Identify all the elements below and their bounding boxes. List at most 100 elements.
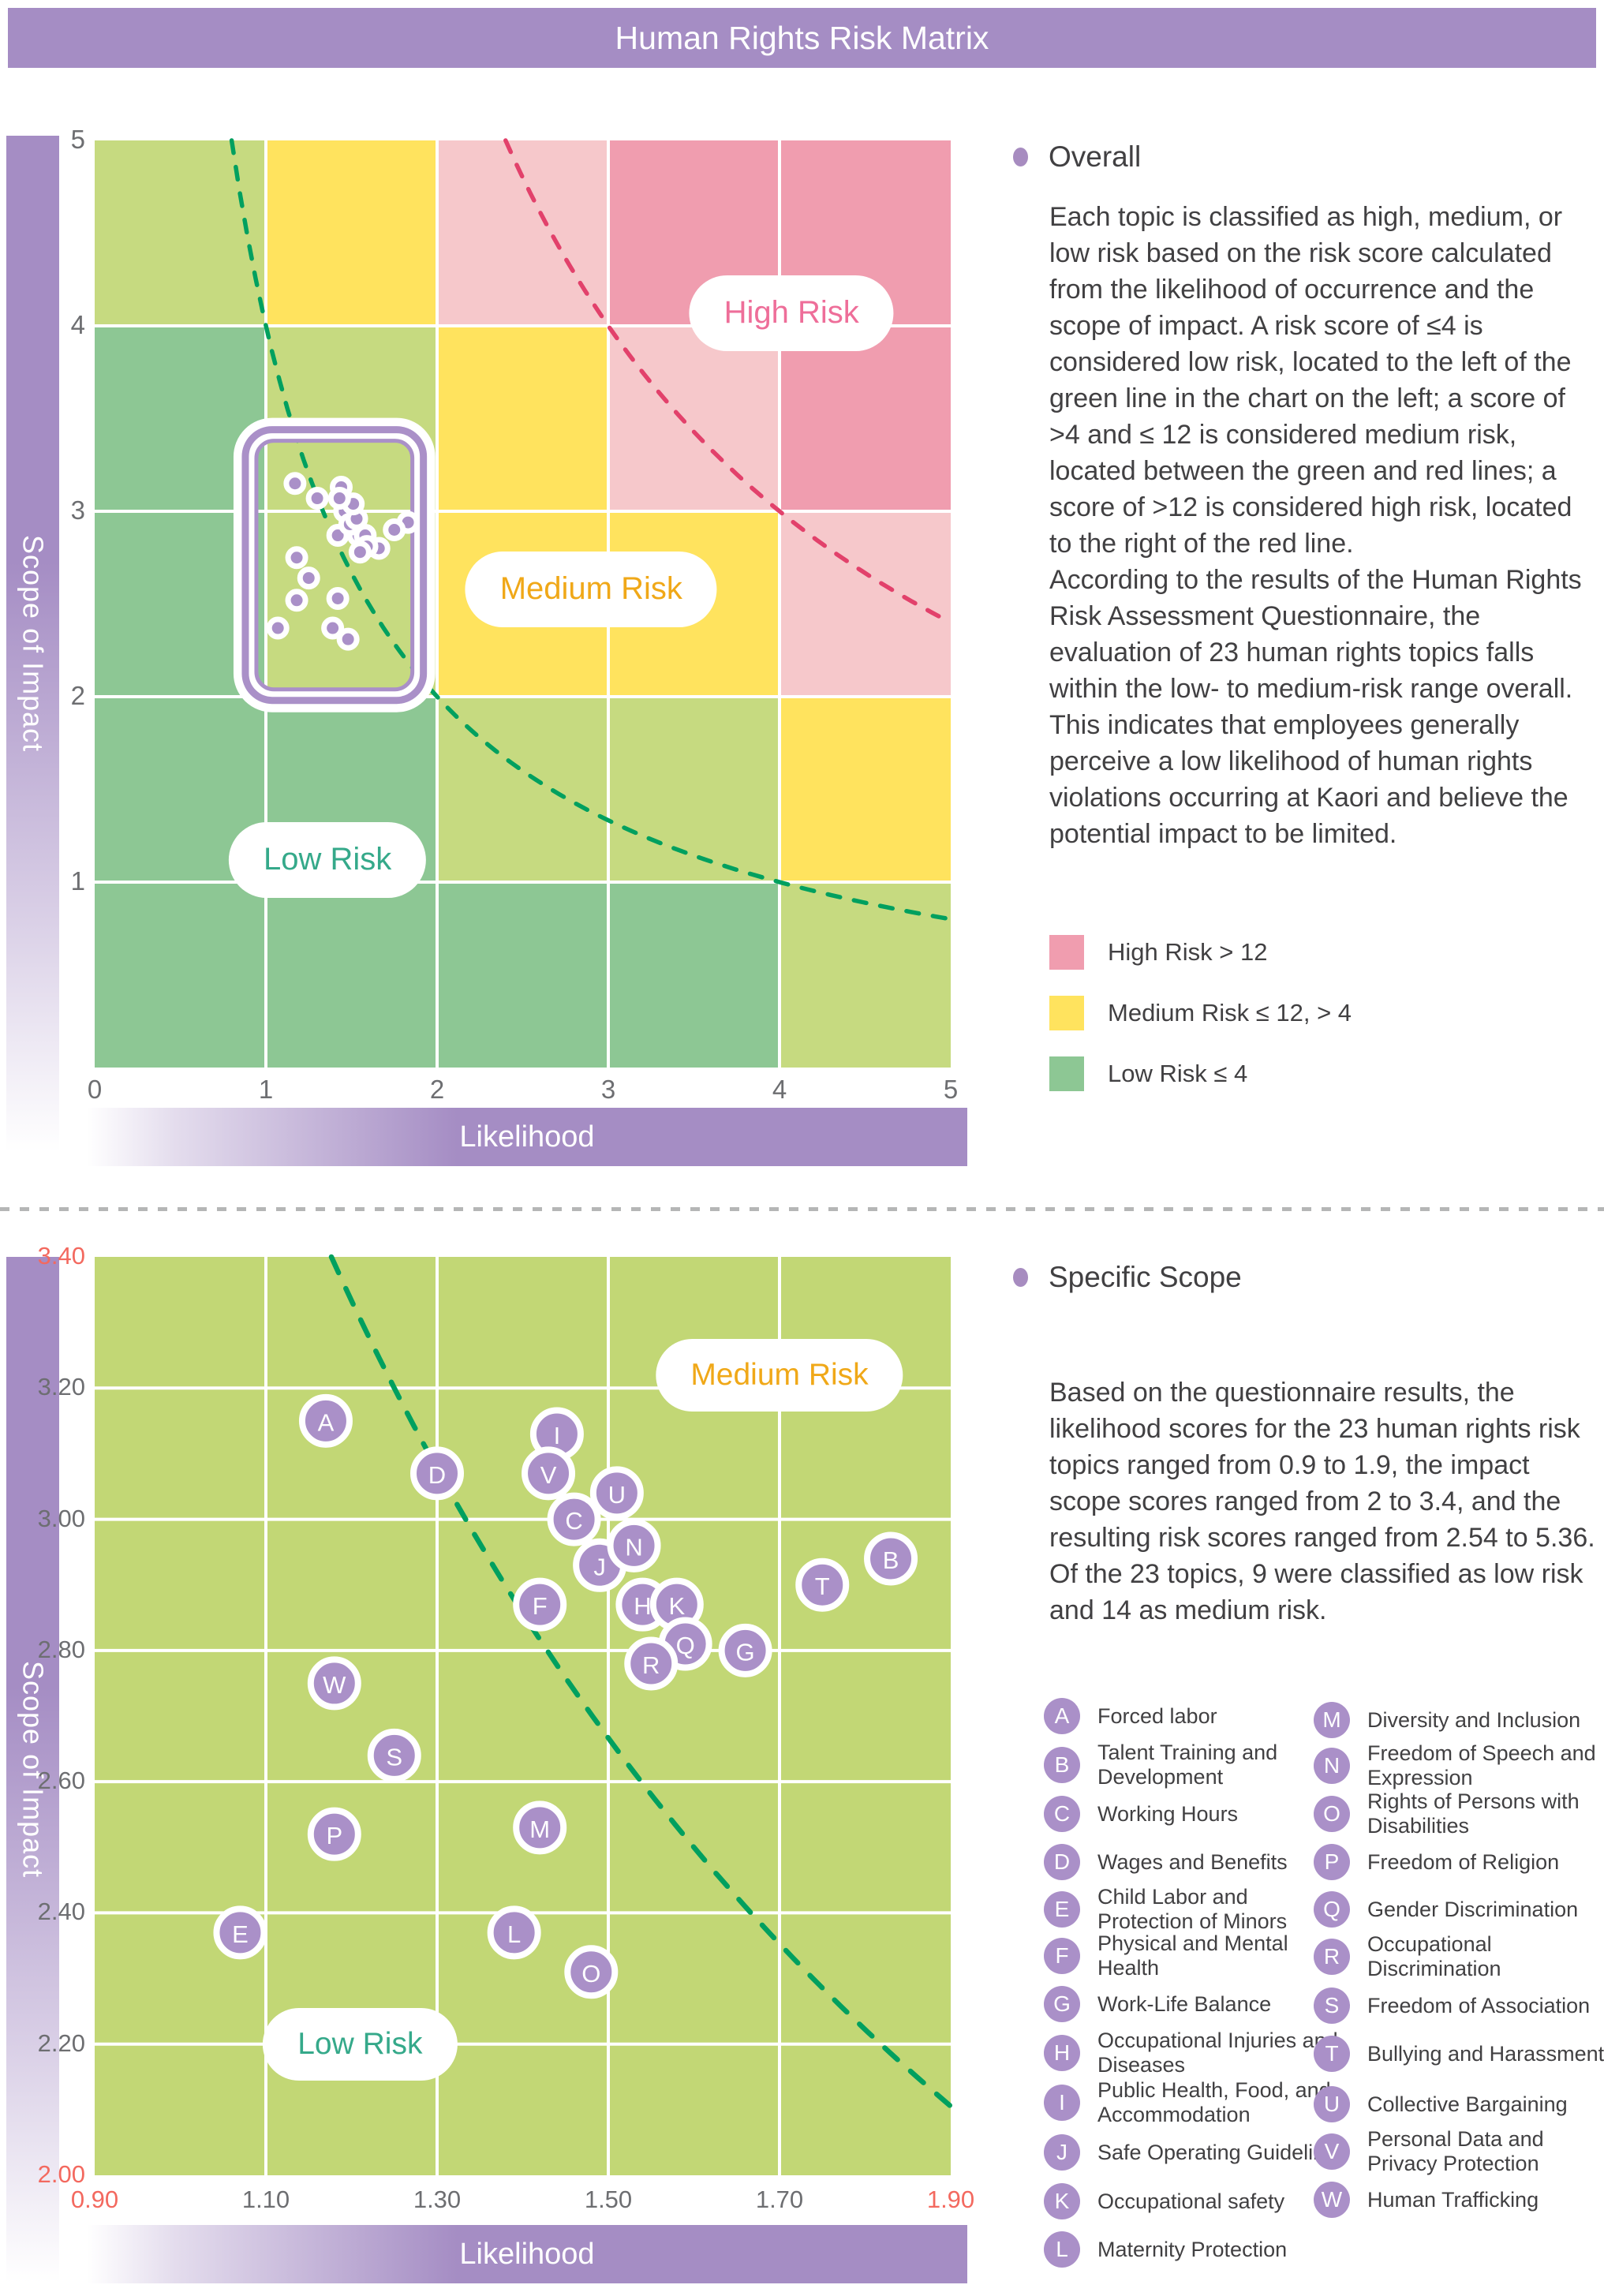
point-letter: Q — [676, 1632, 695, 1659]
scatter-point-P: P — [307, 1807, 361, 1861]
x-tick-1.50: 1.50 — [584, 2186, 633, 2213]
topic-letter-badge: D — [1044, 1844, 1080, 1880]
topic-label: Freedom of Religion — [1367, 1849, 1560, 1874]
scatter-point-L: L — [487, 1905, 541, 1960]
point-letter: E — [232, 1920, 249, 1948]
topic-legend-item-E: E Child Labor and Protection of Minors — [1044, 1885, 1370, 1933]
point-letter: O — [581, 1960, 600, 1987]
zone-label-medium-risk: Medium Risk — [656, 1338, 903, 1412]
point-letter: A — [318, 1408, 335, 1436]
matrix-cell — [437, 140, 608, 326]
topic-letter-badge: O — [1314, 1796, 1350, 1832]
y-tick-2.20: 2.20 — [37, 2029, 85, 2057]
topic-legend-item-R: R Occupational Discrimination — [1314, 1932, 1604, 1980]
y-tick-1: 1 — [70, 866, 85, 896]
y-tick-2.40: 2.40 — [37, 1898, 85, 1926]
topic-legend-item-L: L Maternity Protection — [1044, 2231, 1370, 2268]
topic-letter-badge: S — [1314, 1987, 1350, 2024]
topic-letter-badge: J — [1044, 2134, 1080, 2171]
topic-legend-item-N: N Freedom of Speech and Expression — [1314, 1741, 1604, 1789]
highlight-box-outer — [241, 426, 428, 705]
bullet-icon — [1013, 1268, 1028, 1287]
topic-letter-badge: N — [1314, 1748, 1350, 1784]
topic-letter-badge: H — [1044, 2035, 1080, 2071]
matrix-point-P — [285, 589, 308, 612]
risk-legend-swatch-icon — [1049, 1056, 1084, 1091]
point-letter: R — [642, 1651, 660, 1679]
topic-letter-badge: I — [1044, 2085, 1080, 2121]
risk-legend-label: Low Risk ≤ 4 — [1108, 1060, 1248, 1087]
matrix-cell — [780, 326, 951, 511]
y-axis-label-bottom: Scope of Impact — [17, 1661, 50, 1879]
scatter-point-N: N — [607, 1518, 661, 1572]
topic-legend-item-T: T Bullying and Harassment — [1314, 2036, 1604, 2072]
topic-letter-badge: G — [1044, 1986, 1080, 2022]
risk-legend-item: Medium Risk ≤ 12, > 4 — [1049, 995, 1352, 1031]
risk-legend-label: High Risk > 12 — [1108, 938, 1268, 966]
topic-letter-badge: E — [1044, 1891, 1080, 1928]
topic-legend-item-P: P Freedom of Religion — [1314, 1844, 1604, 1880]
scatter-point-S: S — [367, 1728, 421, 1782]
risk-legend-swatch-icon — [1049, 935, 1084, 970]
y-tick-4: 4 — [70, 310, 85, 339]
topic-letter-badge: T — [1314, 2036, 1350, 2072]
highlight-box-inner — [254, 439, 415, 692]
overall-heading-text: Overall — [1049, 140, 1142, 173]
zone-label-medium-risk: Medium Risk — [465, 551, 717, 627]
matrix-point-W — [285, 546, 308, 570]
topic-letter-badge: U — [1314, 2086, 1350, 2122]
matrix-point-T — [383, 518, 406, 541]
topic-label: Occupational Discrimination — [1367, 1932, 1501, 1980]
point-letter: U — [608, 1481, 626, 1509]
overall-paragraph-2: According to the results of the Human Ri… — [1049, 565, 1582, 849]
point-letter: F — [533, 1592, 548, 1620]
section-divider — [0, 1207, 1604, 1211]
topic-label: Personal Data and Privacy Protection — [1367, 2127, 1544, 2175]
scatter-point-O: O — [564, 1945, 619, 1999]
scatter-point-V: V — [522, 1446, 576, 1501]
specific-section-heading: Specific Scope — [1013, 1261, 1242, 1294]
topic-legend-item-S: S Freedom of Association — [1314, 1987, 1604, 2024]
topic-legend-item-G: G Work-Life Balance — [1044, 1986, 1370, 2022]
matrix-point-L — [321, 616, 345, 640]
matrix-cell — [95, 882, 266, 1068]
y-tick-3.00: 3.00 — [37, 1504, 85, 1532]
point-letter: G — [736, 1638, 755, 1666]
x-tick-1.30: 1.30 — [413, 2186, 462, 2213]
y-tick-3: 3 — [70, 495, 85, 525]
point-letter: C — [565, 1507, 582, 1535]
matrix-cell — [95, 140, 266, 326]
x-tick-1.70: 1.70 — [755, 2186, 804, 2213]
y-tick-2: 2 — [70, 681, 85, 710]
x-tick-0: 0 — [87, 1075, 103, 1104]
matrix-cell — [780, 882, 951, 1068]
overall-paragraphs: Each topic is classified as high, medium… — [1049, 199, 1595, 852]
matrix-point-M — [326, 586, 350, 610]
topic-legend-item-W: W Human Trafficking — [1314, 2182, 1604, 2218]
low-risk-threshold-curve — [328, 1254, 954, 2109]
overall-paragraph-1: Each topic is classified as high, medium… — [1049, 202, 1572, 559]
topic-legend-item-A: A Forced labor — [1044, 1698, 1370, 1734]
point-letter: T — [815, 1572, 830, 1600]
x-axis-bar-bottom: Likelihood — [87, 2225, 967, 2283]
x-tick-0.90: 0.90 — [70, 2186, 119, 2213]
topic-label: Collective Bargaining — [1367, 2092, 1568, 2116]
x-tick-4: 4 — [772, 1075, 787, 1104]
y-axis-bar-bottom: Scope of Impact — [6, 1257, 59, 2283]
point-letter: M — [529, 1815, 550, 1843]
matrix-point-R — [348, 540, 372, 564]
risk-legend-swatch-icon — [1049, 996, 1084, 1030]
point-letter: H — [634, 1592, 651, 1620]
scatter-point-F: F — [513, 1577, 567, 1632]
matrix-cell — [266, 882, 437, 1068]
x-tick-1.10: 1.10 — [241, 2186, 290, 2213]
matrix-cell — [437, 697, 608, 882]
topic-label: Child Labor and Protection of Minors — [1097, 1885, 1288, 1933]
topic-letter-badge: L — [1044, 2231, 1080, 2268]
topic-label: Freedom of Speech and Expression — [1367, 1741, 1596, 1789]
topic-label: Forced labor — [1097, 1703, 1217, 1728]
topic-letter-badge: B — [1044, 1747, 1080, 1783]
point-letter: L — [507, 1920, 521, 1948]
